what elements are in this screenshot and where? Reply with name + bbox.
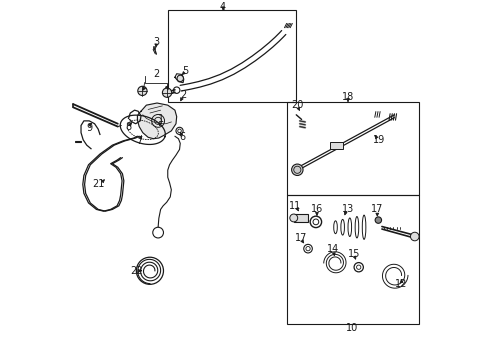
Text: 2: 2 <box>181 90 186 100</box>
Text: 21: 21 <box>93 179 105 189</box>
Polygon shape <box>137 103 176 139</box>
Text: 22: 22 <box>130 266 142 276</box>
Circle shape <box>409 232 418 241</box>
Text: 7: 7 <box>136 136 142 146</box>
Bar <box>167 9 296 102</box>
Circle shape <box>291 164 303 175</box>
Circle shape <box>374 217 381 223</box>
Text: 14: 14 <box>326 244 339 255</box>
Bar <box>287 195 419 324</box>
Text: 18: 18 <box>341 92 353 102</box>
Text: 19: 19 <box>372 135 385 145</box>
Text: 13: 13 <box>341 204 353 215</box>
Bar <box>293 214 307 222</box>
Text: 5: 5 <box>182 66 188 76</box>
Text: 17: 17 <box>370 204 383 215</box>
Text: 12: 12 <box>395 279 407 289</box>
Text: 10: 10 <box>345 323 357 333</box>
Text: 4: 4 <box>220 2 225 12</box>
Text: 11: 11 <box>288 201 301 211</box>
Text: 6: 6 <box>179 132 185 142</box>
Text: 16: 16 <box>310 204 323 215</box>
Circle shape <box>289 214 297 222</box>
Text: 20: 20 <box>290 100 303 110</box>
Bar <box>287 102 419 195</box>
Bar <box>329 142 342 149</box>
Circle shape <box>162 88 171 97</box>
Text: 9: 9 <box>86 123 92 133</box>
Circle shape <box>177 75 183 82</box>
Text: 3: 3 <box>153 37 159 48</box>
Text: 1: 1 <box>157 114 163 125</box>
Circle shape <box>138 86 147 95</box>
Text: 2: 2 <box>153 69 159 79</box>
Text: 8: 8 <box>125 122 131 132</box>
Text: 15: 15 <box>347 249 360 258</box>
Text: 17: 17 <box>295 233 307 243</box>
